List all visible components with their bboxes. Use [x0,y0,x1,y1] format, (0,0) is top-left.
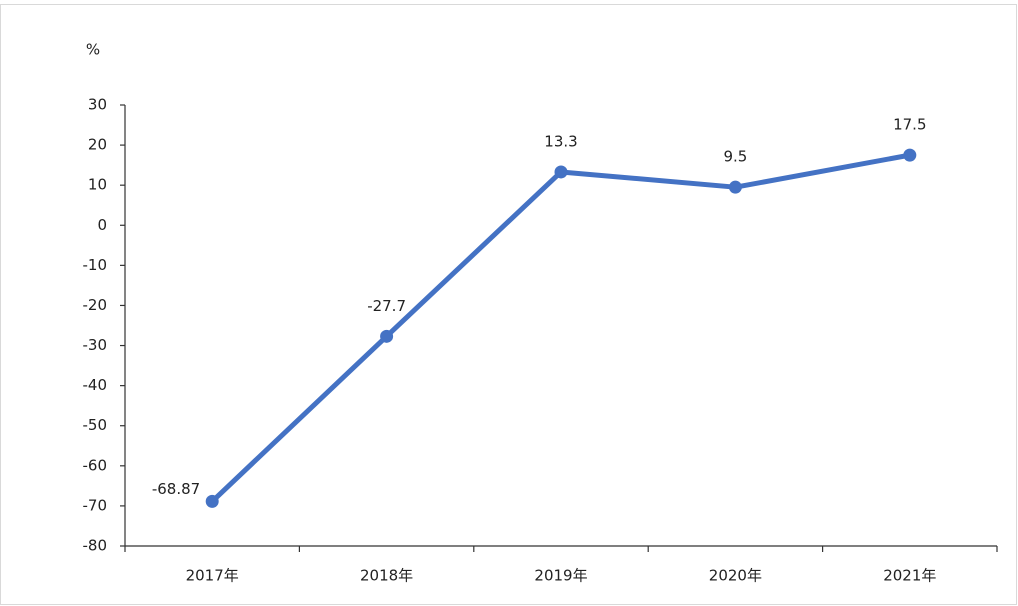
data-label: -27.7 [367,297,406,315]
y-tick-label: 20 [88,136,107,154]
x-tick-label: 2018年 [360,567,413,585]
y-tick-label: -40 [83,376,108,394]
y-tick-label: -30 [83,336,108,354]
x-tick-label: 2019年 [534,567,587,585]
y-tick-label: 10 [88,176,107,194]
data-point [205,494,219,508]
y-tick-label: -50 [83,416,108,434]
y-tick-label: 0 [97,216,107,234]
data-point [728,180,742,194]
x-tick-label: 2017年 [186,567,239,585]
x-tick-label: 2020年 [709,567,762,585]
y-tick-label: -20 [83,296,108,314]
data-label: -68.87 [152,480,200,498]
y-tick-label: 30 [88,96,107,114]
x-tick-label: 2021年 [883,567,936,585]
y-axis-unit: % [86,41,100,59]
data-label: 13.3 [544,132,577,150]
y-tick-label: -80 [83,537,108,555]
data-label: 9.5 [723,148,747,166]
data-point [903,148,917,162]
data-label: 17.5 [893,116,926,134]
data-point [380,329,394,343]
chart-frame [0,4,1017,605]
y-tick-label: -70 [83,496,108,514]
y-tick-label: -10 [83,256,108,274]
data-point [554,165,568,179]
y-tick-label: -60 [83,456,108,474]
